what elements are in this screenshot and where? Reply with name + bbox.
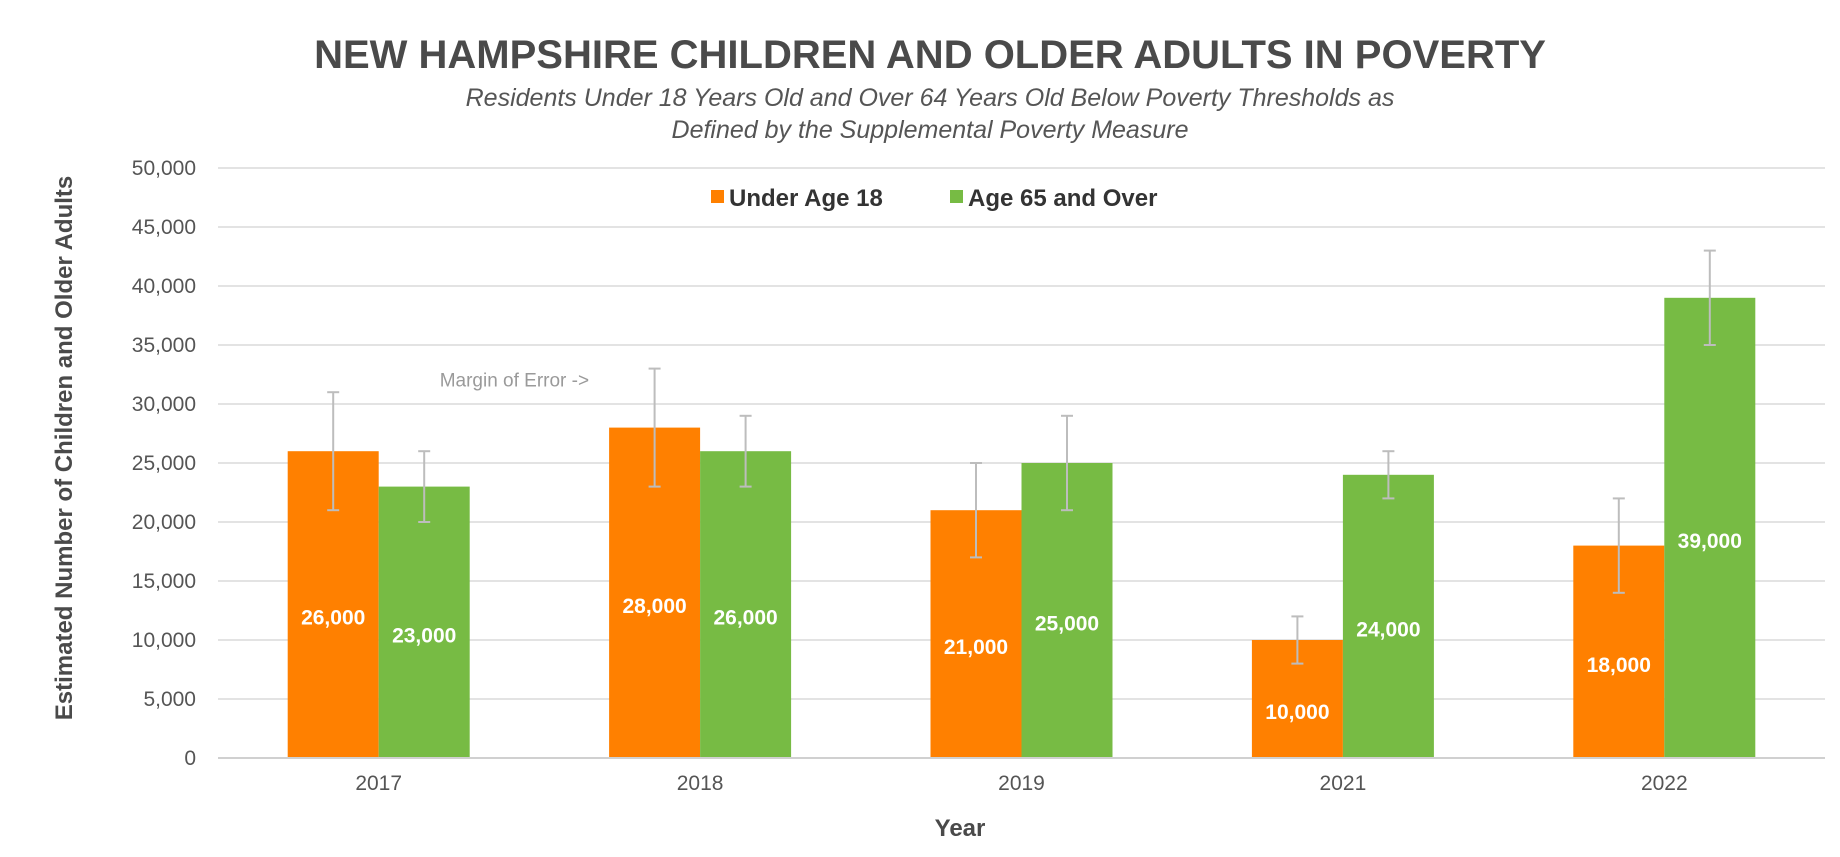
bar-age-65-over bbox=[1342, 474, 1434, 758]
bar-age-65-over bbox=[1021, 463, 1113, 758]
data-label: 21,000 bbox=[944, 636, 1008, 659]
y-tick-label: 35,000 bbox=[132, 334, 196, 357]
x-tick-label: 2018 bbox=[677, 772, 724, 795]
y-axis-title: Estimated Number of Children and Older A… bbox=[51, 176, 78, 721]
y-tick-label: 0 bbox=[184, 747, 196, 770]
y-tick-label: 50,000 bbox=[132, 157, 196, 180]
y-tick-label: 45,000 bbox=[132, 216, 196, 239]
y-tick-label: 25,000 bbox=[132, 452, 196, 475]
legend-label-age-65-over: Age 65 and Over bbox=[968, 185, 1157, 212]
data-label: 23,000 bbox=[392, 624, 456, 647]
y-tick-label: 30,000 bbox=[132, 393, 196, 416]
x-axis-title: Year bbox=[935, 815, 986, 842]
y-tick-label: 15,000 bbox=[132, 570, 196, 593]
bar-age-65-over bbox=[378, 486, 470, 758]
data-label: 26,000 bbox=[301, 607, 365, 630]
x-tick-label: 2021 bbox=[1320, 772, 1367, 795]
margin-of-error-annotation: Margin of Error -> bbox=[440, 370, 589, 391]
data-label: 25,000 bbox=[1035, 613, 1099, 636]
y-tick-label: 5,000 bbox=[143, 688, 196, 711]
x-tick-label: 2022 bbox=[1641, 772, 1688, 795]
legend-swatch-under-18 bbox=[711, 190, 724, 203]
data-label: 18,000 bbox=[1587, 654, 1651, 677]
x-tick-label: 2019 bbox=[998, 772, 1045, 795]
x-tick-label: 2017 bbox=[355, 772, 402, 795]
legend-swatch-age-65-over bbox=[950, 190, 963, 203]
y-tick-label: 10,000 bbox=[132, 629, 196, 652]
chart-title: NEW HAMPSHIRE CHILDREN AND OLDER ADULTS … bbox=[314, 33, 1546, 77]
data-label: 26,000 bbox=[713, 607, 777, 630]
data-label: 39,000 bbox=[1678, 530, 1742, 553]
legend-label-under-18: Under Age 18 bbox=[729, 185, 883, 212]
chart-subtitle-line-1: Residents Under 18 Years Old and Over 64… bbox=[466, 84, 1395, 112]
data-label: 10,000 bbox=[1265, 701, 1329, 724]
data-label: 24,000 bbox=[1356, 618, 1420, 641]
y-tick-label: 20,000 bbox=[132, 511, 196, 534]
chart-subtitle-line-2: Defined by the Supplemental Poverty Meas… bbox=[672, 116, 1189, 144]
data-label: 28,000 bbox=[622, 595, 686, 618]
y-tick-label: 40,000 bbox=[132, 275, 196, 298]
bar-age-65-over bbox=[700, 451, 792, 758]
bar-age-65-over bbox=[1664, 297, 1756, 758]
